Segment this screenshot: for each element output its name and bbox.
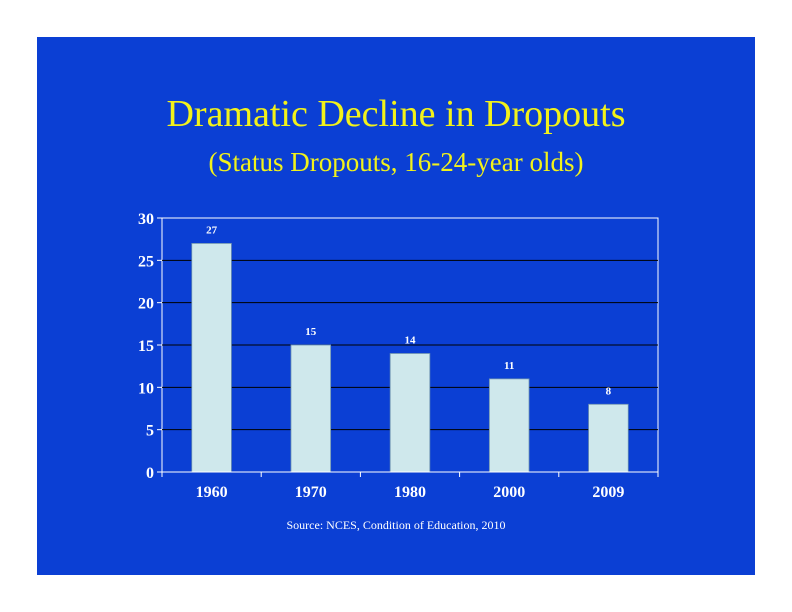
x-tick-label-1960: 1960 (196, 484, 228, 501)
x-axis-ticks: 1960 1970 1980 2000 2009 (161, 472, 659, 501)
y-tick-label: 15 (138, 338, 154, 355)
x-tick-label-1980: 1980 (394, 484, 426, 501)
bar-1960 (191, 242, 232, 473)
bar-1970 (290, 344, 332, 473)
bars (191, 242, 629, 473)
y-axis-ticks: 0 5 10 15 20 25 30 (138, 211, 162, 482)
slide-title: Dramatic Decline in Dropouts (166, 93, 626, 135)
source-note: Source: NCES, Condition of Education, 20… (286, 518, 506, 532)
data-label-1960: 27 (206, 224, 218, 236)
x-tick-label-2000: 2000 (493, 484, 525, 501)
y-tick-label: 5 (146, 423, 154, 440)
x-tick-label-2009: 2009 (592, 484, 624, 501)
data-labels: 27 15 14 11 8 (206, 224, 612, 397)
y-tick-label: 25 (138, 253, 154, 270)
bar-2009 (588, 403, 629, 473)
data-label-2000: 11 (504, 360, 514, 372)
y-tick-label: 10 (138, 380, 154, 397)
y-tick-label: 30 (138, 211, 154, 228)
x-tick-label-1970: 1970 (295, 484, 327, 501)
data-label-2009: 8 (606, 385, 612, 397)
slide-background (37, 37, 755, 575)
bar-2000 (488, 378, 530, 473)
bar-1980 (389, 353, 431, 473)
data-label-1980: 14 (405, 334, 417, 346)
y-tick-label: 20 (138, 296, 154, 313)
data-label-1970: 15 (305, 326, 317, 338)
y-tick-label: 0 (146, 465, 154, 482)
slide-subtitle: (Status Dropouts, 16-24-year olds) (208, 147, 584, 177)
